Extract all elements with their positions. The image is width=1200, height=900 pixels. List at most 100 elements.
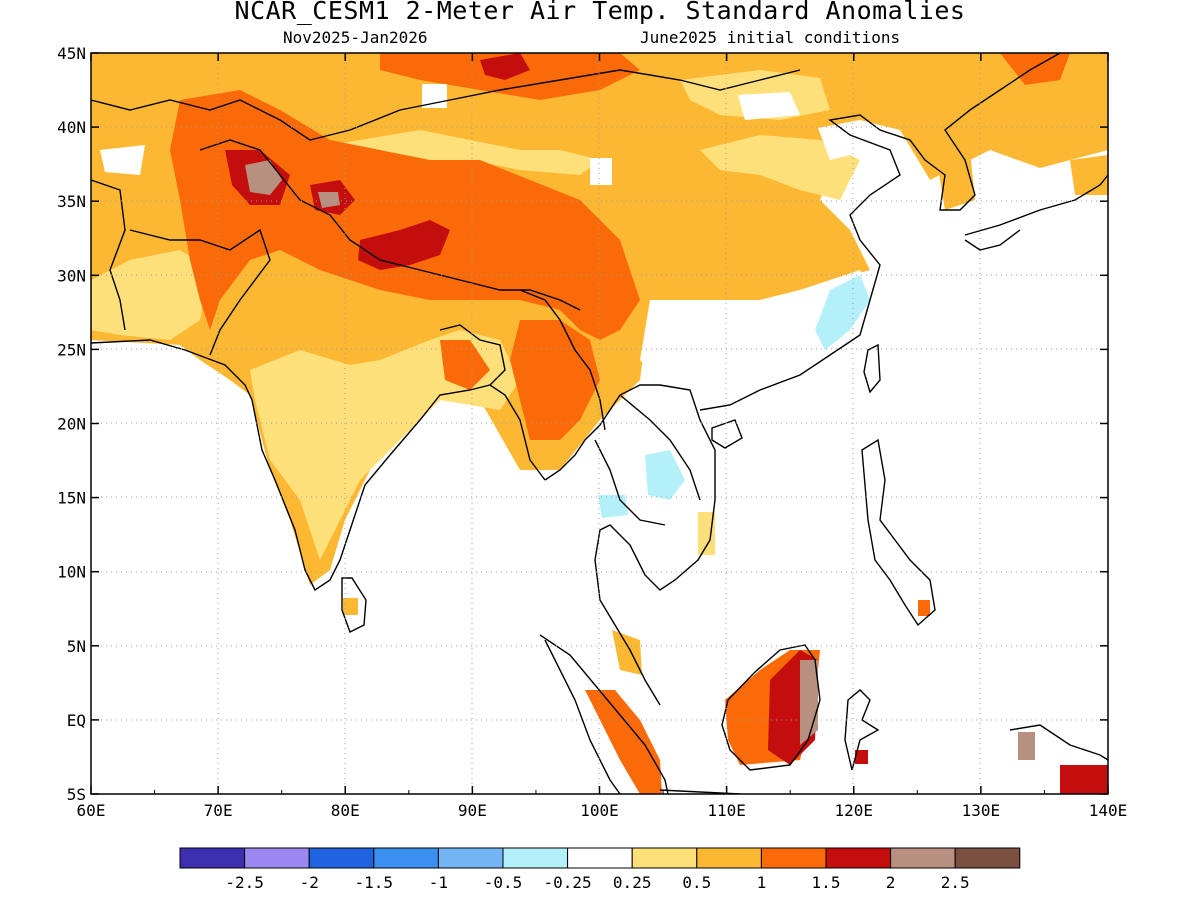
colorbar-label: -1 bbox=[429, 873, 448, 892]
lon-label: 90E bbox=[458, 801, 487, 820]
shade-normal-eastchina bbox=[640, 270, 880, 410]
coast-eastchina bbox=[699, 53, 1061, 411]
shade-slight-northeast bbox=[700, 135, 860, 200]
latitude-axis: 45N 40N 35N 30N 25N 20N 15N 10N 5N EQ 5S bbox=[57, 44, 1108, 804]
coast-taiwan bbox=[863, 343, 881, 394]
shade-strong-tibet bbox=[358, 220, 450, 270]
shade-extreme-newguinea bbox=[1018, 732, 1035, 760]
coast-hainan bbox=[711, 419, 743, 449]
shade-warm-eastindia bbox=[440, 340, 490, 390]
colorbar-label: -0.5 bbox=[484, 873, 523, 892]
shade-cool-eastchina bbox=[815, 275, 870, 350]
colorbar-label: 0.25 bbox=[613, 873, 652, 892]
shade-normal-patch2 bbox=[738, 92, 800, 120]
lat-label: 25N bbox=[57, 340, 86, 359]
colorbar-swatch bbox=[244, 847, 310, 869]
border-himalaya bbox=[199, 139, 581, 311]
colorbar-swatch bbox=[373, 847, 439, 869]
coast-sulawesi bbox=[844, 689, 880, 771]
shade-cool-indochina bbox=[645, 450, 685, 500]
border-myanmar bbox=[519, 289, 606, 431]
colorbar-label: -2 bbox=[300, 873, 319, 892]
map-title: NCAR_CESM1 2-Meter Air Temp. Standard An… bbox=[234, 0, 966, 25]
colorbar-label: 2.5 bbox=[941, 873, 970, 892]
colorbar-swatch bbox=[696, 847, 762, 869]
border-iran bbox=[91, 179, 126, 331]
shade-extreme-borneo bbox=[800, 660, 818, 745]
colorbar-label: 1.5 bbox=[812, 873, 841, 892]
lat-label: EQ bbox=[67, 711, 86, 730]
lat-label: 30N bbox=[57, 266, 86, 285]
lon-label: 120E bbox=[834, 801, 873, 820]
colorbar-swatch bbox=[890, 847, 956, 869]
lat-label: 40N bbox=[57, 118, 86, 137]
lon-label: 60E bbox=[77, 801, 106, 820]
coast-japan2 bbox=[964, 229, 1021, 251]
coast-srilanka bbox=[341, 577, 367, 633]
lon-label: 140E bbox=[1089, 801, 1128, 820]
lat-label: 35N bbox=[57, 192, 86, 211]
lat-label: 15N bbox=[57, 489, 86, 508]
colorbar-swatch bbox=[954, 847, 1021, 869]
initial-conditions: June2025 initial conditions bbox=[640, 28, 901, 47]
border-pakistan bbox=[129, 228, 271, 356]
shade-moderate-malaya bbox=[612, 630, 642, 675]
colorbar-label: -1.5 bbox=[355, 873, 394, 892]
border-bangladesh bbox=[439, 324, 506, 386]
colorbar bbox=[179, 847, 1021, 869]
shade-moderate-japan bbox=[1070, 155, 1108, 195]
lon-label: 70E bbox=[204, 801, 233, 820]
colorbar-swatch bbox=[502, 847, 569, 869]
coast-newguinea bbox=[1009, 724, 1108, 761]
coast-sumatra2 bbox=[544, 639, 621, 794]
colorbar-label: 0.5 bbox=[682, 873, 711, 892]
lat-label: 45N bbox=[57, 44, 86, 63]
lon-label: 130E bbox=[962, 801, 1001, 820]
colorbar-swatch bbox=[437, 847, 504, 869]
shade-moderate-korea bbox=[935, 150, 975, 210]
shade-strong-newguinea bbox=[1060, 765, 1108, 794]
anomaly-shading bbox=[91, 53, 1108, 794]
colorbar-label: -0.25 bbox=[544, 873, 592, 892]
coast-philippines bbox=[861, 438, 936, 627]
border-centralasia bbox=[91, 69, 801, 141]
lon-label: 100E bbox=[580, 801, 619, 820]
colorbar-swatch bbox=[567, 847, 633, 869]
shade-slight-india bbox=[250, 330, 520, 560]
graticule bbox=[91, 53, 1108, 794]
shade-cool-thailand bbox=[598, 495, 628, 518]
colorbar-labels: -2.5 -2 -1.5 -1 -0.5 -0.25 0.25 0.5 1 1.5 2 2.5 bbox=[225, 873, 969, 892]
shade-normal-patch4 bbox=[590, 158, 612, 185]
border-laos bbox=[619, 394, 701, 501]
shade-slight-westasia bbox=[91, 250, 210, 340]
colorbar-label: 1 bbox=[757, 873, 767, 892]
colorbar-swatch bbox=[308, 847, 375, 869]
colorbar-swatch bbox=[631, 847, 698, 869]
coast-india bbox=[91, 339, 546, 592]
shade-warm-myanmar bbox=[510, 320, 600, 440]
shade-warm-srilanka bbox=[343, 598, 358, 615]
colorbar-swatch bbox=[760, 847, 827, 869]
coast-borneo bbox=[721, 644, 821, 771]
colorbar-label: -2.5 bbox=[225, 873, 264, 892]
lon-label: 110E bbox=[707, 801, 746, 820]
shade-strong-north bbox=[480, 53, 530, 80]
shade-warm-sumatra bbox=[585, 690, 662, 794]
shade-normal-patch5 bbox=[818, 120, 870, 160]
border-thailand bbox=[594, 439, 666, 526]
coast-japan bbox=[964, 174, 1108, 236]
longitude-axis: 60E 70E 80E 90E 100E 110E 120E 130E 140E bbox=[77, 53, 1128, 820]
coastlines bbox=[91, 53, 1108, 794]
lat-label: 20N bbox=[57, 415, 86, 434]
shade-warm-mindanao bbox=[918, 600, 930, 616]
shade-extreme-kashmir bbox=[245, 160, 282, 195]
lon-label: 80E bbox=[331, 801, 360, 820]
shade-warm-japan-north bbox=[1000, 53, 1070, 85]
shade-slight-vietnam bbox=[698, 512, 715, 555]
shade-extreme-pamir bbox=[318, 192, 340, 208]
shade-normal-patch1 bbox=[100, 145, 145, 175]
coast-sumatra bbox=[539, 634, 669, 794]
colorbar-label: 2 bbox=[886, 873, 896, 892]
colorbar-swatch bbox=[825, 847, 892, 869]
lat-label: 5S bbox=[67, 785, 86, 804]
